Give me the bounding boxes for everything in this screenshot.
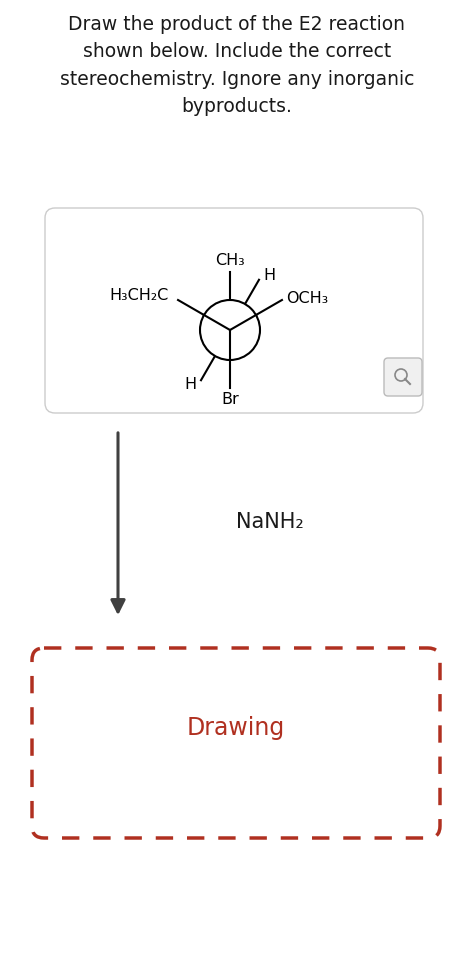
FancyBboxPatch shape xyxy=(384,358,422,396)
Circle shape xyxy=(200,300,260,360)
Text: Drawing: Drawing xyxy=(187,716,285,740)
Text: H₃CH₂C: H₃CH₂C xyxy=(110,288,169,304)
Text: OCH₃: OCH₃ xyxy=(287,291,329,306)
Text: H: H xyxy=(264,268,275,283)
Text: Br: Br xyxy=(221,392,239,407)
FancyBboxPatch shape xyxy=(45,208,423,413)
Text: NaNH₂: NaNH₂ xyxy=(236,512,304,532)
Text: H: H xyxy=(184,377,197,392)
FancyBboxPatch shape xyxy=(32,648,440,838)
Circle shape xyxy=(395,369,407,381)
Text: CH₃: CH₃ xyxy=(215,253,245,268)
Text: Draw the product of the E2 reaction
shown below. Include the correct
stereochemi: Draw the product of the E2 reaction show… xyxy=(60,15,414,116)
